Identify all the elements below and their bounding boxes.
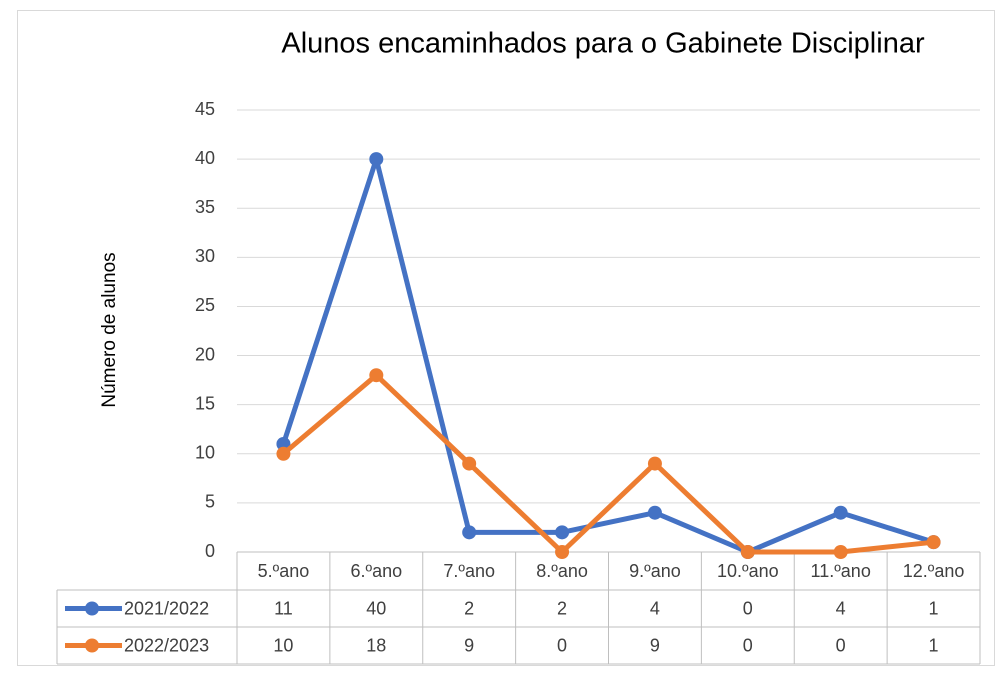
x-tick-label: 6.ºano (351, 561, 403, 581)
table-cell: 10 (273, 635, 293, 655)
table-cell: 11 (274, 598, 293, 618)
data-point (555, 545, 570, 559)
chart-border (17, 10, 995, 666)
y-tick-label: 0 (205, 541, 215, 561)
data-point (276, 436, 291, 451)
table-cell: 2 (557, 598, 567, 618)
data-point (462, 456, 477, 471)
y-tick-label: 25 (195, 295, 215, 315)
y-tick-label: 40 (195, 148, 215, 168)
data-point (740, 545, 755, 559)
table-cell: 4 (836, 598, 846, 618)
data-point (833, 505, 848, 520)
table-cell: 9 (650, 635, 660, 655)
legend-label: 2021/2022 (124, 598, 209, 618)
y-tick-label: 5 (205, 492, 215, 512)
table-cell: 1 (929, 635, 939, 655)
data-point (369, 368, 384, 383)
y-tick-label: 35 (195, 197, 215, 217)
y-axis-label: Número de alunos (99, 252, 120, 407)
x-tick-label: 8.ºano (536, 561, 588, 581)
table-cell: 0 (743, 635, 753, 655)
data-point (833, 545, 848, 559)
table-cell: 0 (836, 635, 846, 655)
data-point (926, 535, 941, 550)
table-cell: 4 (650, 598, 660, 618)
table-cell: 9 (464, 635, 474, 655)
series-line (281, 156, 935, 555)
series-line (281, 372, 934, 555)
data-point (647, 505, 662, 520)
table-cell: 0 (557, 635, 567, 655)
x-tick-label: 10.ºano (717, 561, 779, 581)
legend-label: 2022/2023 (124, 635, 209, 655)
x-tick-label: 9.ºano (629, 561, 681, 581)
x-tick-label: 11.ºano (811, 561, 871, 581)
x-tick-label: 12.ºano (903, 561, 965, 581)
y-tick-label: 15 (195, 393, 215, 413)
data-point (555, 525, 570, 540)
x-tick-label: 5.ºano (258, 561, 310, 581)
table-cell: 2 (464, 598, 474, 618)
y-tick-label: 10 (195, 443, 215, 463)
table-cell: 1 (929, 598, 939, 618)
legend-marker (85, 638, 99, 653)
data-point (462, 525, 477, 540)
legend-marker (85, 601, 99, 616)
data-point (369, 152, 384, 167)
chart-title: Alunos encaminhados para o Gabinete Disc… (281, 28, 925, 60)
y-tick-label: 30 (195, 246, 215, 266)
table-cell: 18 (366, 635, 386, 655)
x-tick-label: 7.ºano (443, 561, 495, 581)
data-point (276, 446, 291, 461)
table-cell: 40 (366, 598, 386, 618)
table-cell: 0 (743, 598, 753, 618)
data-point (647, 456, 662, 471)
y-tick-label: 45 (195, 99, 215, 119)
y-tick-label: 20 (195, 344, 215, 364)
